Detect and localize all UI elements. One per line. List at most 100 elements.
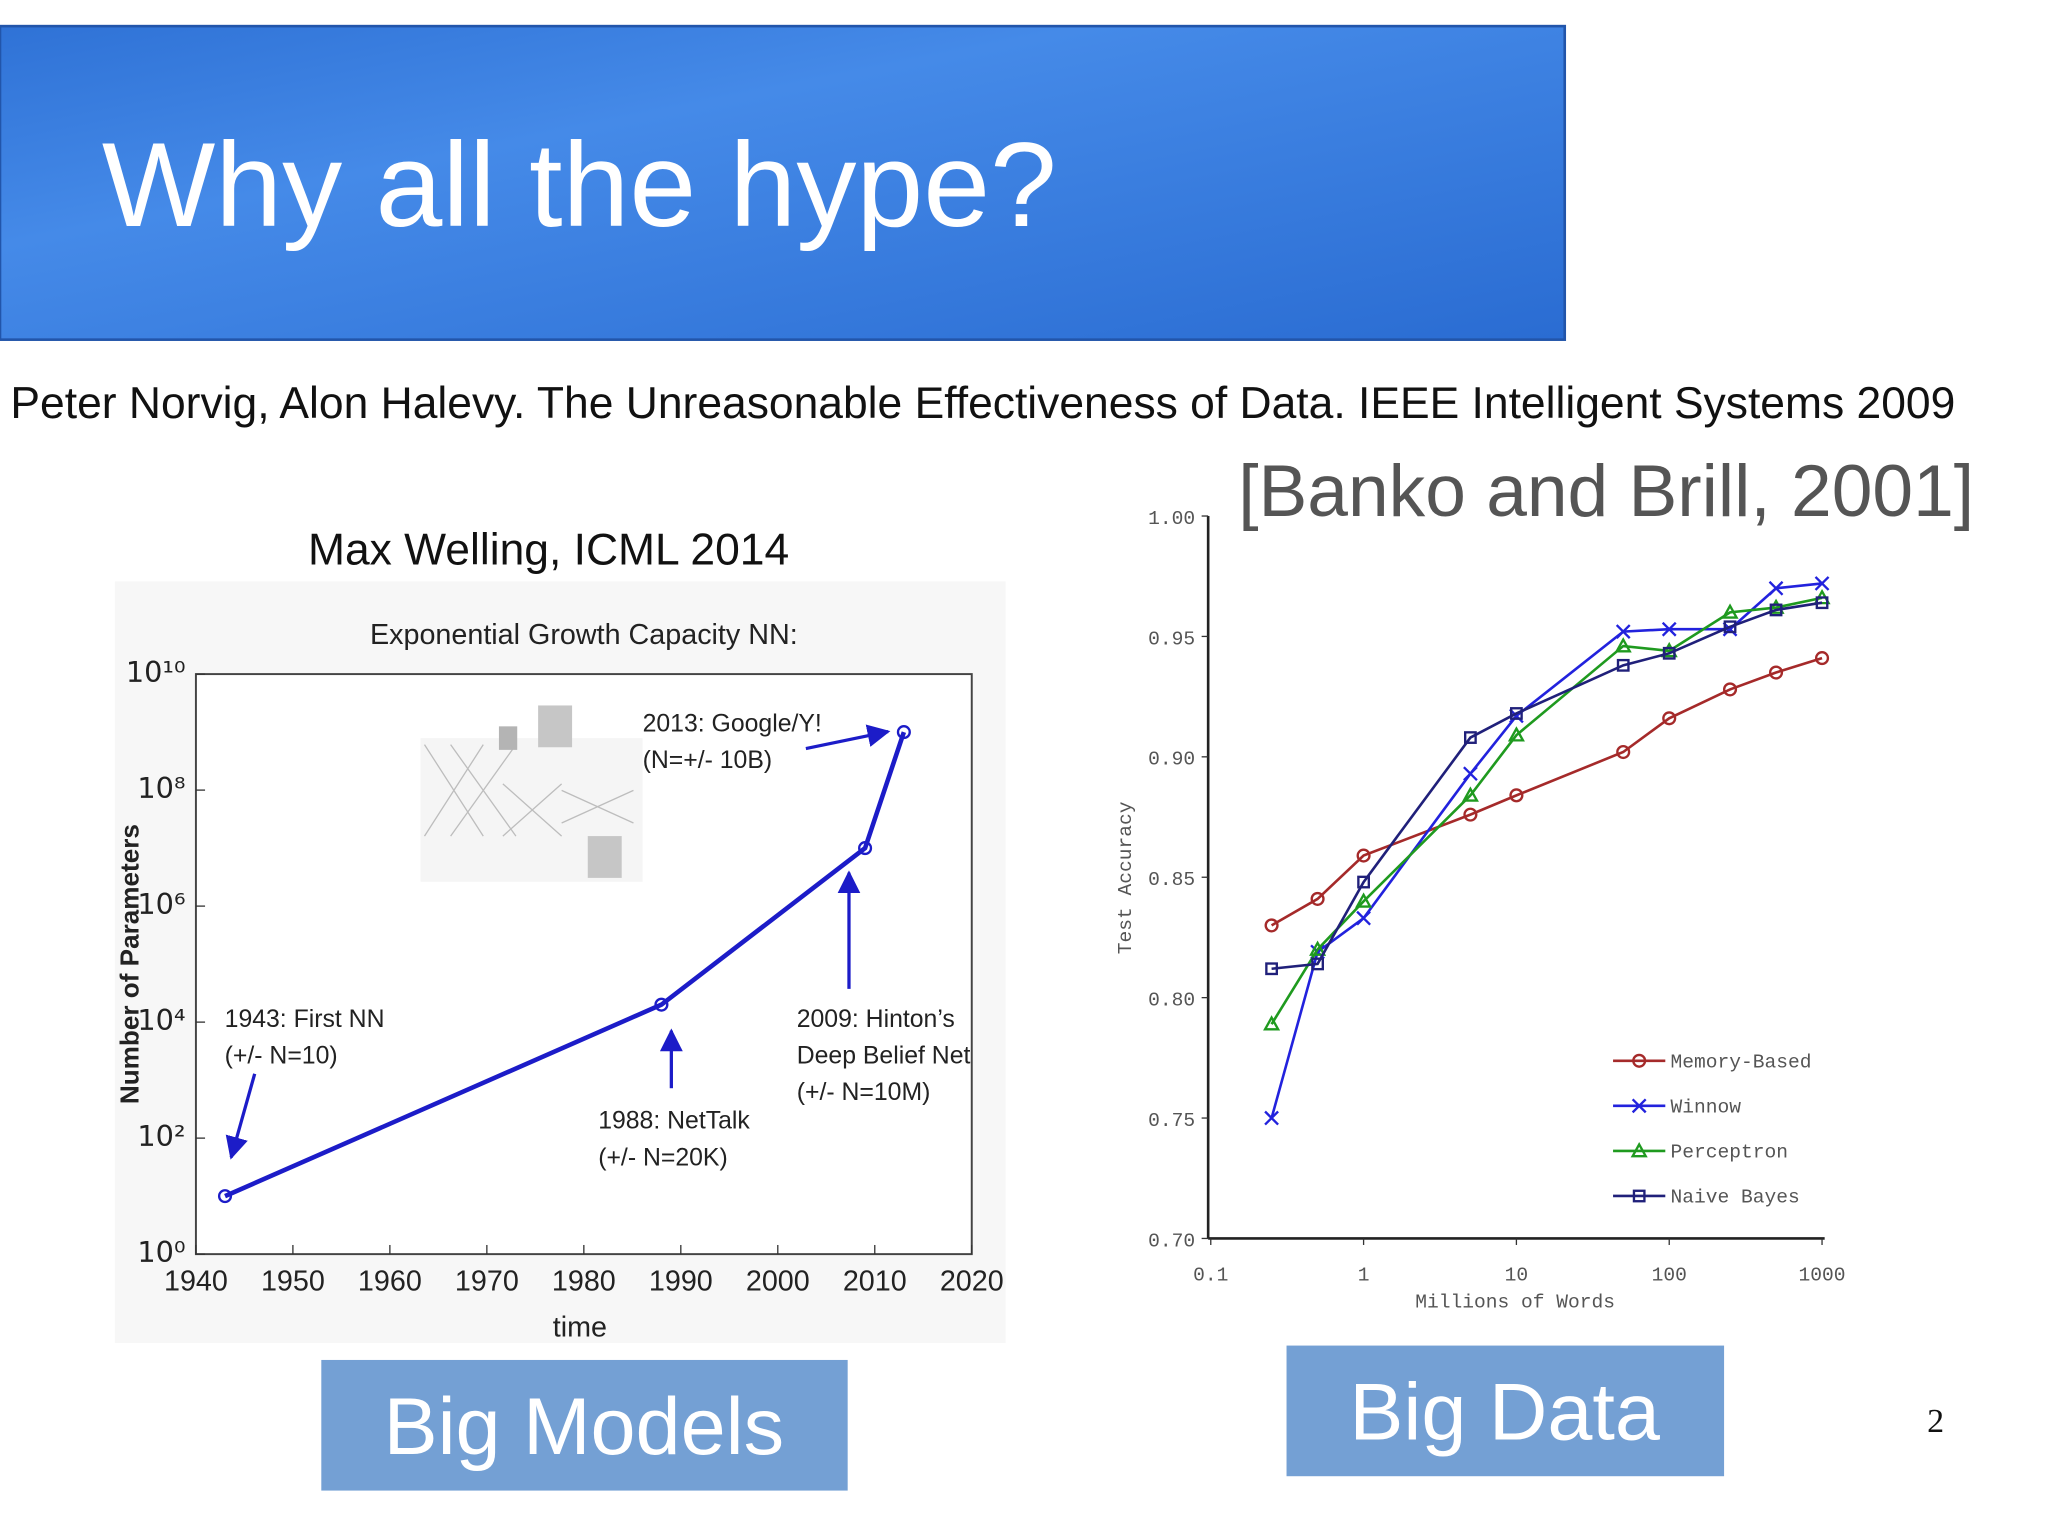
marker [1721,603,1739,619]
marker [1814,576,1830,591]
y-tick-label: 10⁸ [137,771,185,805]
y-tick-label: 0.80 [1148,989,1195,1011]
annotation: (+/- N=20K) [598,1144,728,1171]
legend-label: Winnow [1671,1096,1742,1118]
marker [1356,848,1371,863]
x-tick-label: 0.1 [1193,1264,1228,1286]
marker [1616,744,1631,760]
y-tick-label: 10² [137,1119,185,1153]
chart-source: Max Welling, ICML 2014 [308,525,789,574]
x-tick-label: 1 [1358,1264,1370,1286]
y-tick-label: 0.95 [1148,628,1195,650]
x-axis-label: time [553,1311,607,1343]
x-tick-label: 1940 [164,1266,228,1298]
button-label[interactable]: Big Models [384,1382,785,1472]
y-axis-label: Number of Parameters [114,824,144,1104]
slide-title: Why all the hype? [102,118,1057,252]
marker [1463,807,1478,822]
arrow [225,1073,257,1160]
legend-marker [1630,1141,1648,1158]
y-axis-label: Test Accuracy [1115,801,1137,954]
marker [1310,891,1325,906]
x-tick-label: 10 [1505,1264,1528,1286]
marker [1263,1015,1281,1031]
marker [1461,786,1479,802]
annotation: (+/- N=10M) [797,1079,931,1106]
button-label[interactable]: Big Data [1349,1368,1660,1458]
y-tick-label: 10⁶ [137,887,185,921]
legend-label: Memory-Based [1671,1051,1812,1073]
x-tick-label: 2010 [843,1266,907,1298]
marker [1356,910,1371,926]
marker [654,997,669,1012]
marker [1661,621,1677,637]
marker [1357,875,1370,889]
legend-marker [1631,1098,1647,1114]
marker [1815,596,1829,610]
marker [1510,707,1523,720]
arrow [805,724,891,751]
marker [1311,957,1324,971]
marker [1355,892,1373,908]
nn-illustration [420,705,643,882]
marker [1723,620,1737,634]
marker [1814,651,1830,666]
annotation: 2009: Hinton’s [797,1006,955,1033]
marker [1614,637,1632,653]
marker [1509,788,1524,803]
y-tick-label: 1.00 [1148,508,1195,530]
y-tick-label: 0.70 [1148,1230,1195,1252]
x-tick-label: 1990 [649,1266,713,1298]
annotation: 1988: NetTalk [598,1108,750,1135]
annotation: (N=+/- 10B) [643,747,773,774]
y-tick-label: 10⁴ [137,1003,185,1037]
marker [1662,646,1676,660]
y-tick-label: 0.85 [1148,869,1195,891]
button[interactable] [321,1359,848,1491]
marker [1722,682,1738,697]
marker [896,725,911,740]
marker [217,1189,233,1204]
legend-marker [1632,1053,1647,1068]
x-tick-label: 100 [1652,1264,1687,1286]
legend-marker [1632,1189,1646,1203]
citation: Peter Norvig, Alon Halevy. The Unreasona… [10,379,1955,428]
series-line [1270,596,1823,1025]
marker [1463,766,1478,782]
marker [1464,731,1477,744]
y-tick-label: 0.90 [1148,749,1195,771]
button[interactable] [1286,1345,1725,1477]
y-tick-label: 10¹⁰ [126,655,186,689]
legend-label: Perceptron [1671,1141,1788,1163]
x-tick-label: 1970 [455,1266,519,1298]
series-line [1271,601,1823,971]
annotation: (+/- N=10) [225,1042,338,1069]
marker [1265,962,1278,976]
marker [1615,624,1631,639]
page-number: 2 [1927,1403,1944,1440]
annotation: Deep Belief Net [797,1042,971,1069]
y-tick-label: 10⁰ [137,1235,185,1269]
x-tick-label: 1950 [261,1266,325,1298]
marker [1769,603,1783,617]
marker [1507,726,1525,742]
chart-title: [Banko and Brill, 2001] [1238,450,1974,532]
series-line [1270,582,1823,1119]
marker [858,841,873,856]
x-tick-label: 1000 [1799,1264,1846,1286]
annotation: 1943: First NN [225,1006,385,1033]
series-line [224,731,907,1199]
x-axis-label: Millions of Words [1415,1292,1615,1314]
x-tick-label: 1980 [552,1266,616,1298]
x-tick-label: 2000 [746,1266,810,1298]
x-tick-label: 1960 [358,1266,422,1298]
y-tick-label: 0.75 [1148,1110,1195,1132]
annotation: 2013: Google/Y! [643,711,822,738]
header-band [0,24,1567,341]
marker [1767,598,1785,614]
marker [1616,658,1630,672]
legend-label: Naive Bayes [1671,1187,1800,1209]
marker [1660,641,1678,658]
marker [1768,580,1784,596]
